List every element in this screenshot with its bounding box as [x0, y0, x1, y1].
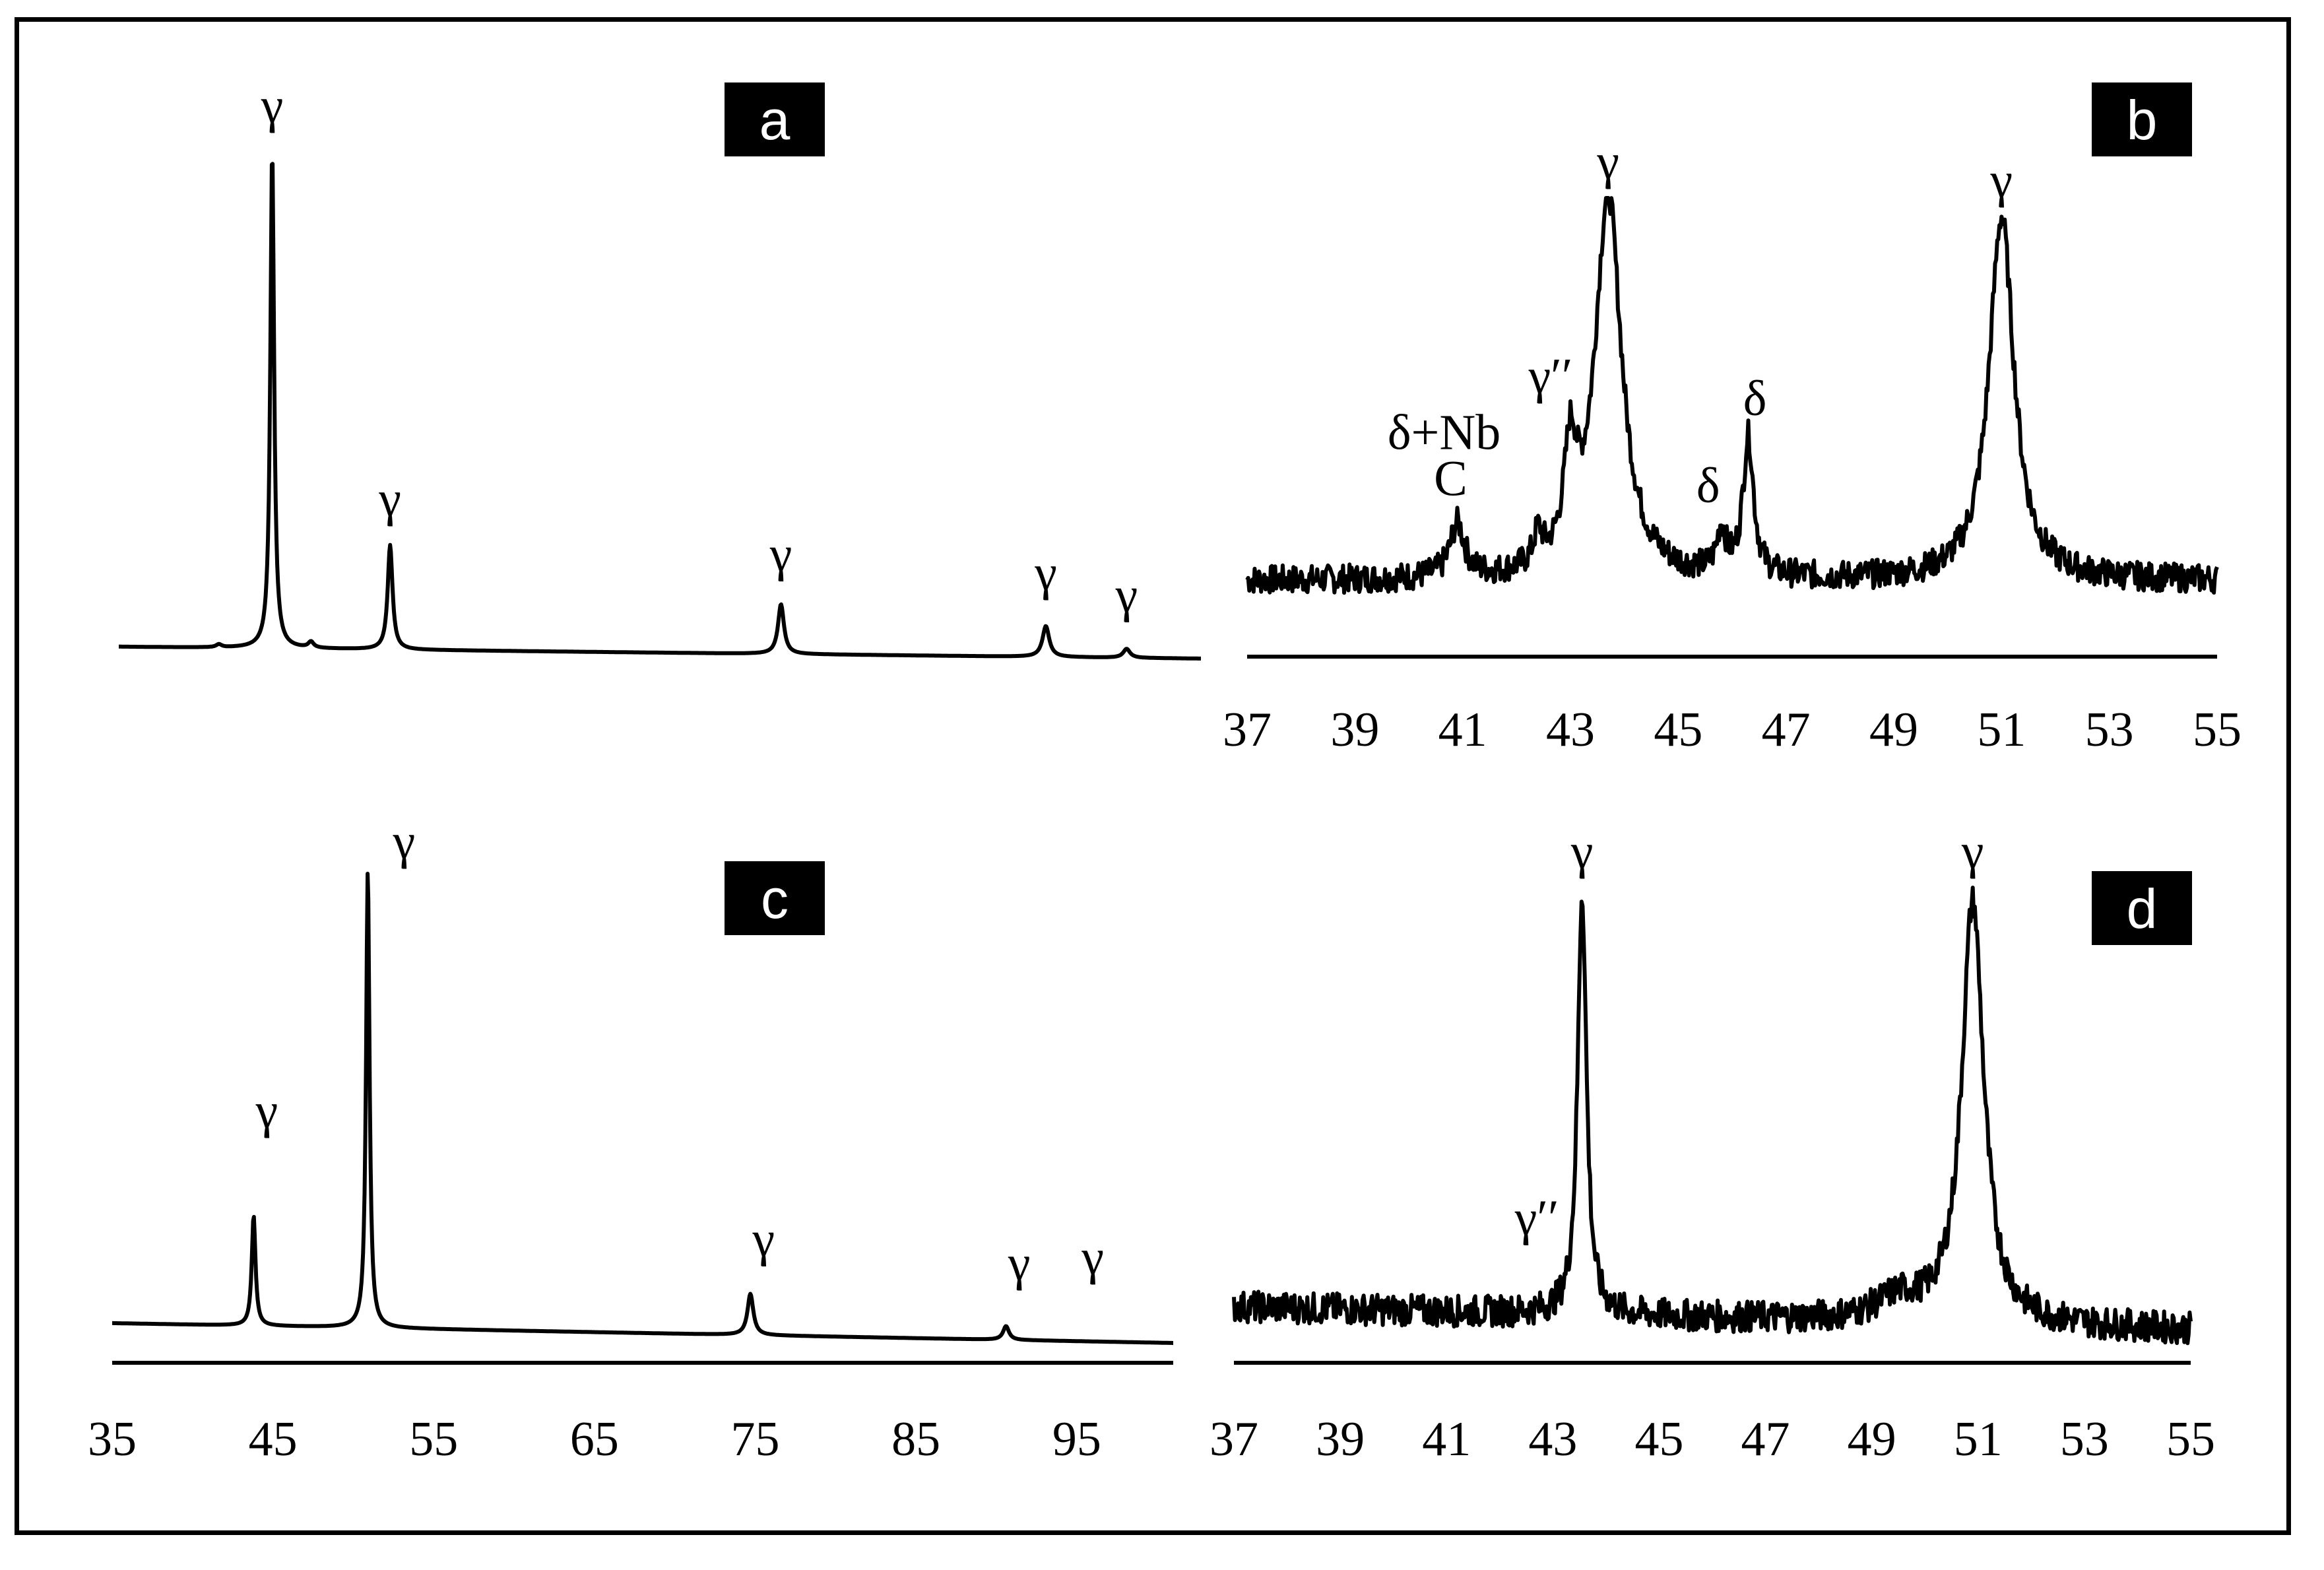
- panel-c-peak-label: γ: [1081, 1229, 1104, 1285]
- panel-d-badge: [2092, 871, 2192, 945]
- panel-c-tick-label: 65: [570, 1412, 619, 1466]
- panel-b-tick-label: 53: [2085, 703, 2134, 757]
- panel-c-trace: [111, 871, 1175, 1345]
- panel-d-tick-label: 55: [2166, 1412, 2215, 1466]
- panel-b-tick-label: 49: [1869, 703, 1918, 757]
- panel-d-tick-label: 53: [2060, 1412, 2109, 1466]
- panel-b-tick-label: 43: [1546, 703, 1595, 757]
- panel-d-tick-label: 37: [1210, 1412, 1258, 1466]
- panel-b-tick-label: 51: [1977, 703, 2026, 757]
- panel-b-trace: [1245, 196, 2219, 595]
- panel-b-peak-label: γ: [1990, 152, 2013, 208]
- panel-d-peak-label: γ: [1961, 824, 1984, 879]
- panel-a-peak-label: γ: [378, 471, 401, 527]
- panel-c-peak-label: γ: [752, 1211, 775, 1266]
- panel-d-peak-label: γ′′: [1514, 1190, 1559, 1245]
- panel-a-peak-label: γ: [769, 526, 792, 581]
- panel-c-peak-label: γ: [393, 814, 416, 869]
- panel-b-tick-label: 45: [1654, 703, 1702, 757]
- panel-b-peak-label: δ: [1696, 458, 1720, 513]
- panel-a-peak-label: γ: [261, 78, 284, 133]
- panel-a-trace: [117, 162, 1202, 661]
- panel-b-peak-label: δ+Nb: [1388, 405, 1501, 461]
- panel-b-tick-label: 37: [1223, 703, 1272, 757]
- panel-d-peak-label: γ: [1570, 824, 1594, 879]
- panel-b-peak-label: γ′′: [1528, 348, 1573, 404]
- panel-b-tick-label: 55: [2193, 703, 2242, 757]
- panel-b-badge-label: b: [2127, 89, 2158, 151]
- panel-c-tick-label: 45: [249, 1412, 298, 1466]
- figure-frame: [15, 17, 2291, 1535]
- panel-a-peak-label: γ: [1115, 567, 1138, 622]
- panel-b-tick-label: 41: [1438, 703, 1487, 757]
- panel-a-peak-label: γ: [1034, 545, 1057, 601]
- panel-c-tick-label: 95: [1052, 1412, 1101, 1466]
- panel-d-tick-label: 49: [1848, 1412, 1896, 1466]
- panel-b-tick-label: 47: [1762, 703, 1811, 757]
- panel-b-peak-label: δ: [1743, 371, 1767, 426]
- panel-d-tick-label: 45: [1634, 1412, 1683, 1466]
- panel-c-tick-label: 85: [891, 1412, 940, 1466]
- panel-d-tick-label: 39: [1316, 1412, 1365, 1466]
- panel-d-tick-label: 43: [1528, 1412, 1577, 1466]
- panel-d-badge-label: d: [2127, 878, 2158, 940]
- panel-d-tick-label: 41: [1422, 1412, 1471, 1466]
- panel-d-tick-label: 51: [1954, 1412, 2003, 1466]
- panel-c-badge-label: c: [761, 868, 789, 930]
- panel-b-badge: [2092, 82, 2192, 156]
- panel-c-tick-label: 55: [409, 1412, 458, 1466]
- panel-b-peak-label: C: [1434, 451, 1468, 507]
- panel-d-tick-label: 47: [1741, 1412, 1790, 1466]
- panel-b-peak-label: γ: [1596, 134, 1619, 189]
- panel-b-tick-label: 39: [1330, 703, 1379, 757]
- panel-c-peak-label: γ: [255, 1083, 278, 1138]
- panel-c-tick-label: 75: [731, 1412, 780, 1466]
- panel-c-badge: [725, 861, 825, 935]
- panel-c-tick-label: 35: [88, 1412, 137, 1466]
- panel-a-badge: [725, 82, 825, 156]
- panel-d-trace: [1232, 886, 2193, 1346]
- panel-c-peak-label: γ: [1008, 1235, 1031, 1291]
- panel-a-badge-label: a: [759, 89, 791, 151]
